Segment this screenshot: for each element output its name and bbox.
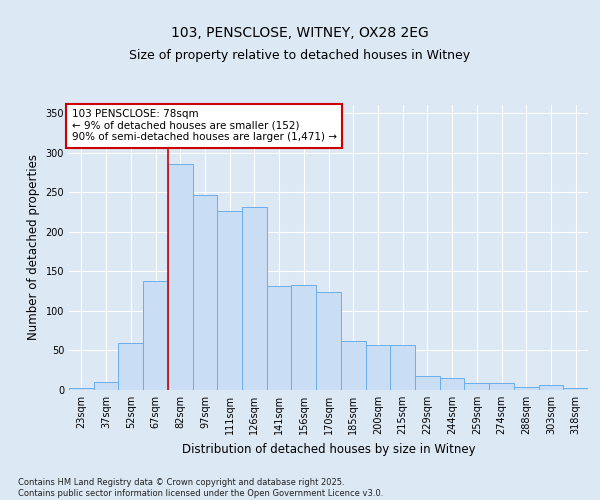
Bar [69, 388, 94, 390]
Bar [267, 286, 292, 390]
Bar [143, 281, 168, 390]
Bar [464, 383, 489, 390]
Bar [118, 344, 143, 390]
Bar [563, 388, 588, 390]
Bar [217, 211, 242, 390]
Bar [292, 284, 316, 390]
Bar [514, 387, 539, 390]
Text: Contains HM Land Registry data © Crown copyright and database right 2025.
Contai: Contains HM Land Registry data © Crown c… [18, 478, 383, 498]
Bar [193, 195, 217, 390]
Bar [168, 164, 193, 390]
Text: 103 PENSCLOSE: 78sqm
← 9% of detached houses are smaller (152)
90% of semi-detac: 103 PENSCLOSE: 78sqm ← 9% of detached ho… [71, 110, 337, 142]
Text: 103, PENSCLOSE, WITNEY, OX28 2EG: 103, PENSCLOSE, WITNEY, OX28 2EG [171, 26, 429, 40]
Bar [94, 382, 118, 390]
Y-axis label: Number of detached properties: Number of detached properties [27, 154, 40, 340]
Bar [415, 376, 440, 390]
Bar [489, 383, 514, 390]
Bar [365, 345, 390, 390]
Text: Size of property relative to detached houses in Witney: Size of property relative to detached ho… [130, 50, 470, 62]
Bar [440, 378, 464, 390]
Bar [390, 345, 415, 390]
Bar [341, 341, 365, 390]
Bar [539, 385, 563, 390]
Bar [242, 207, 267, 390]
X-axis label: Distribution of detached houses by size in Witney: Distribution of detached houses by size … [182, 442, 475, 456]
Bar [316, 292, 341, 390]
